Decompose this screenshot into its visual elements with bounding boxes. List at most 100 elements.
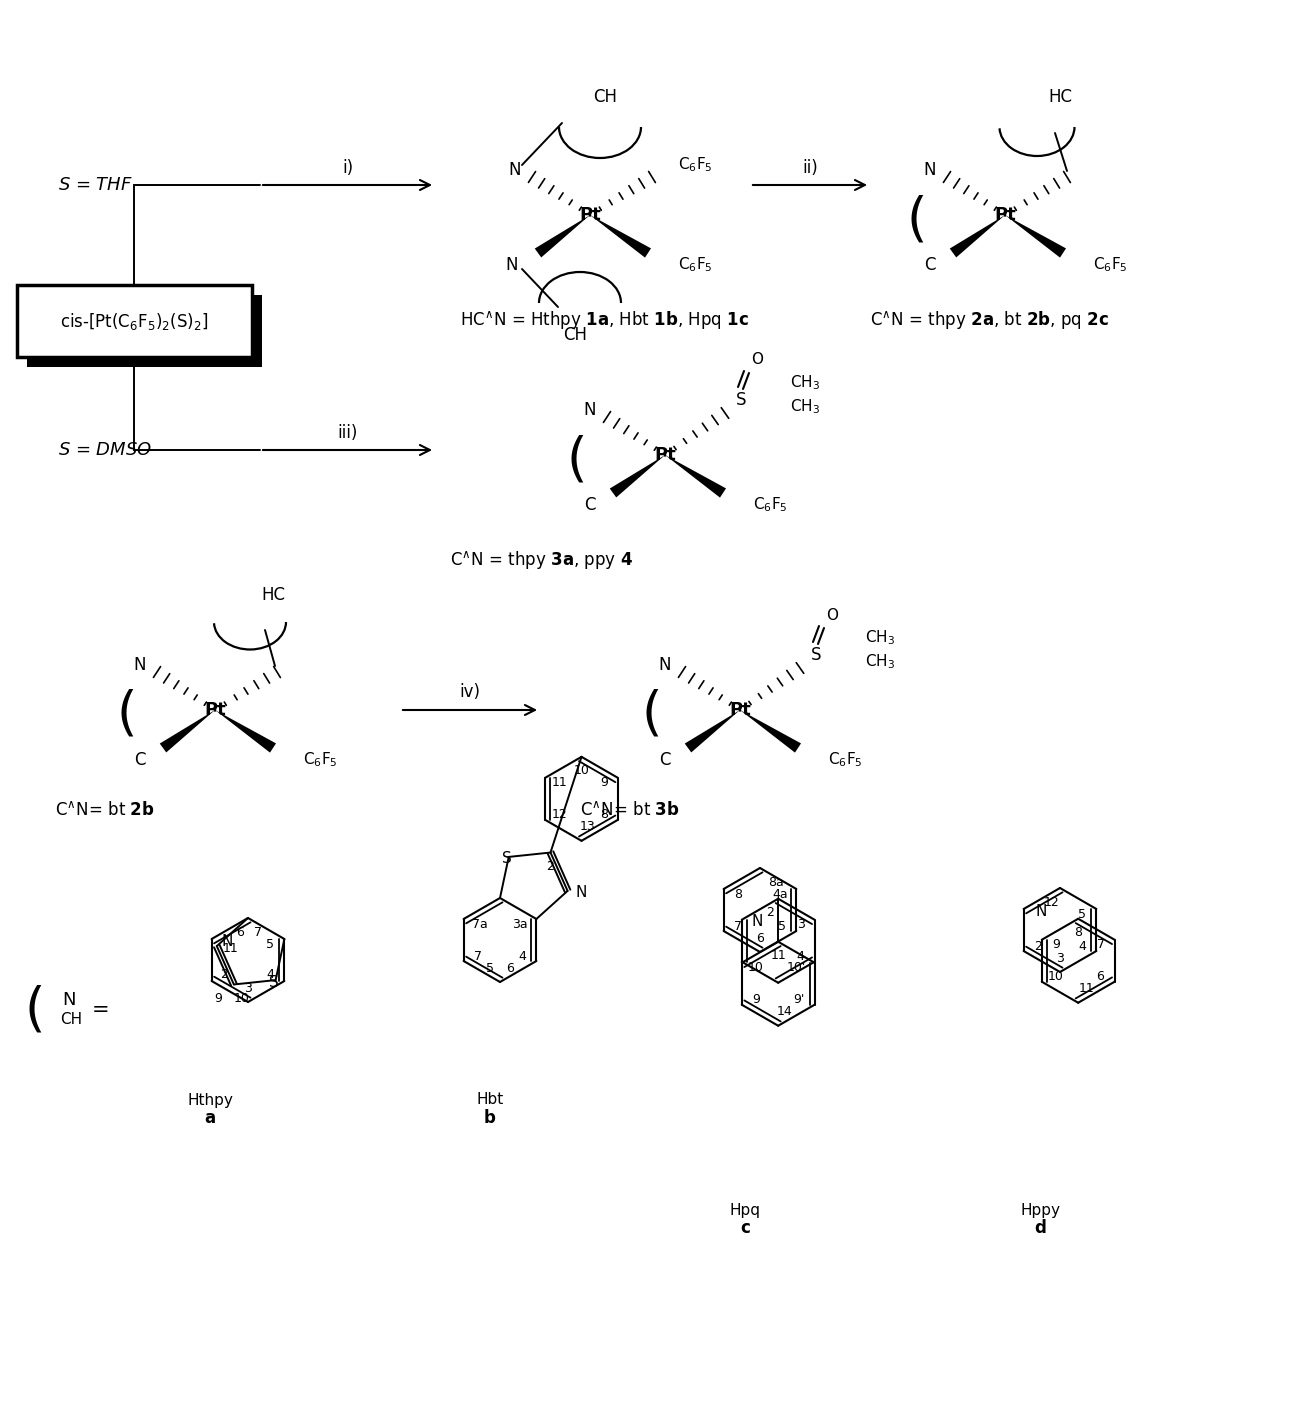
Text: 4: 4 — [1078, 940, 1086, 953]
Text: 13: 13 — [579, 820, 596, 833]
Text: 9: 9 — [752, 993, 760, 1007]
Text: C$_6$F$_5$: C$_6$F$_5$ — [752, 496, 788, 515]
Polygon shape — [610, 455, 665, 498]
Text: C: C — [660, 751, 670, 769]
Bar — [27, 294, 262, 367]
Polygon shape — [160, 710, 215, 752]
Text: N: N — [752, 914, 763, 929]
Text: 2: 2 — [1034, 940, 1042, 953]
Text: N: N — [222, 933, 233, 948]
Text: Pt: Pt — [579, 206, 601, 225]
Polygon shape — [739, 710, 801, 752]
Text: 12: 12 — [1045, 896, 1060, 909]
Polygon shape — [665, 455, 726, 498]
Text: 7: 7 — [734, 920, 742, 933]
Text: C$^{\wedge}$N = thpy $\mathbf{3a}$, ppy $\mathbf{4}$: C$^{\wedge}$N = thpy $\mathbf{3a}$, ppy … — [450, 549, 632, 572]
Text: HC$^{\wedge}$N = Hthpy $\mathbf{1a}$, Hbt $\mathbf{1b}$, Hpq $\mathbf{1c}$: HC$^{\wedge}$N = Hthpy $\mathbf{1a}$, Hb… — [460, 309, 748, 331]
Text: C$_6$F$_5$: C$_6$F$_5$ — [1093, 256, 1128, 274]
Text: 6: 6 — [236, 926, 244, 939]
Text: S: S — [735, 391, 746, 410]
Text: 2: 2 — [767, 906, 775, 919]
Text: 9: 9 — [214, 993, 222, 1005]
Text: O: O — [751, 353, 763, 367]
Text: Hthpy: Hthpy — [186, 1092, 233, 1108]
Text: N: N — [509, 161, 522, 179]
Text: 6: 6 — [506, 961, 514, 974]
Text: 5: 5 — [266, 939, 274, 951]
Text: 7: 7 — [254, 926, 262, 939]
Polygon shape — [949, 215, 1005, 257]
Text: Hpq: Hpq — [729, 1203, 760, 1217]
Text: 11: 11 — [1078, 983, 1094, 995]
Text: $\mathbf{b}$: $\mathbf{b}$ — [484, 1109, 497, 1128]
Text: CH: CH — [60, 1012, 82, 1028]
Text: 10: 10 — [748, 961, 764, 974]
Text: 10: 10 — [574, 765, 589, 778]
Text: HC: HC — [1048, 88, 1072, 107]
Text: C$^{\wedge}$N = thpy $\mathbf{2a}$, bt $\mathbf{2b}$, pq $\mathbf{2c}$: C$^{\wedge}$N = thpy $\mathbf{2a}$, bt $… — [870, 309, 1108, 331]
Text: (: ( — [567, 434, 587, 486]
Text: ii): ii) — [802, 159, 818, 176]
Text: O: O — [825, 607, 838, 623]
Text: 7: 7 — [473, 950, 481, 963]
Text: 8: 8 — [600, 808, 608, 822]
Text: (: ( — [25, 984, 46, 1037]
Text: Hbt: Hbt — [476, 1092, 503, 1108]
Text: N: N — [659, 656, 672, 674]
Text: CH: CH — [563, 326, 587, 344]
Text: 10: 10 — [233, 993, 250, 1005]
Text: CH$_3$: CH$_3$ — [865, 629, 895, 647]
Text: $\mathbf{d}$: $\mathbf{d}$ — [1034, 1219, 1046, 1237]
Text: (: ( — [642, 690, 662, 741]
Text: S: S — [811, 646, 822, 664]
Text: 10: 10 — [1048, 970, 1064, 983]
Text: 8: 8 — [1074, 926, 1082, 940]
Text: 6: 6 — [1097, 970, 1104, 983]
Text: 9': 9' — [793, 993, 805, 1007]
Text: N: N — [575, 886, 587, 900]
Text: 8: 8 — [734, 887, 742, 900]
Polygon shape — [535, 215, 589, 257]
Polygon shape — [685, 710, 739, 752]
Text: 5: 5 — [486, 961, 494, 974]
Text: 7: 7 — [1097, 939, 1104, 951]
Text: Pt: Pt — [205, 701, 226, 720]
Text: $\mathbf{c}$: $\mathbf{c}$ — [739, 1219, 750, 1237]
Bar — [17, 284, 252, 357]
Polygon shape — [215, 710, 276, 752]
Text: C: C — [584, 496, 596, 513]
Text: 3: 3 — [244, 981, 252, 994]
Text: $S$ = DMSO: $S$ = DMSO — [57, 441, 153, 459]
Text: C: C — [925, 256, 936, 274]
Text: N: N — [506, 256, 518, 274]
Text: HC: HC — [261, 586, 286, 604]
Text: =: = — [93, 1000, 110, 1020]
Text: iv): iv) — [459, 683, 480, 701]
Text: C$_6$F$_5$: C$_6$F$_5$ — [678, 155, 713, 175]
Text: S: S — [269, 974, 279, 990]
Text: iii): iii) — [338, 424, 359, 442]
Text: 10': 10' — [786, 961, 806, 974]
Text: (: ( — [906, 193, 927, 246]
Text: 4: 4 — [797, 950, 805, 963]
Text: 3a: 3a — [512, 917, 528, 930]
Text: Pt: Pt — [994, 206, 1016, 225]
Text: 2: 2 — [546, 860, 554, 873]
Text: 2: 2 — [219, 968, 228, 981]
Text: CH$_3$: CH$_3$ — [790, 374, 820, 392]
Text: 4a: 4a — [772, 887, 788, 900]
Text: N: N — [584, 401, 596, 419]
Text: 8a: 8a — [768, 876, 784, 889]
Text: C$^{\wedge}$N= bt $\mathbf{3b}$: C$^{\wedge}$N= bt $\mathbf{3b}$ — [580, 801, 679, 819]
Text: CH$_3$: CH$_3$ — [790, 398, 820, 417]
Polygon shape — [1005, 215, 1065, 257]
Text: 11: 11 — [223, 941, 239, 954]
Text: Pt: Pt — [729, 701, 751, 720]
Text: 11: 11 — [552, 776, 567, 789]
Text: Hppy: Hppy — [1020, 1203, 1060, 1217]
Text: 9: 9 — [1052, 939, 1060, 951]
Text: $\mathbf{a}$: $\mathbf{a}$ — [203, 1109, 216, 1128]
Text: C: C — [134, 751, 146, 769]
Text: 4: 4 — [519, 950, 527, 963]
Text: C$_6$F$_5$: C$_6$F$_5$ — [828, 751, 863, 769]
